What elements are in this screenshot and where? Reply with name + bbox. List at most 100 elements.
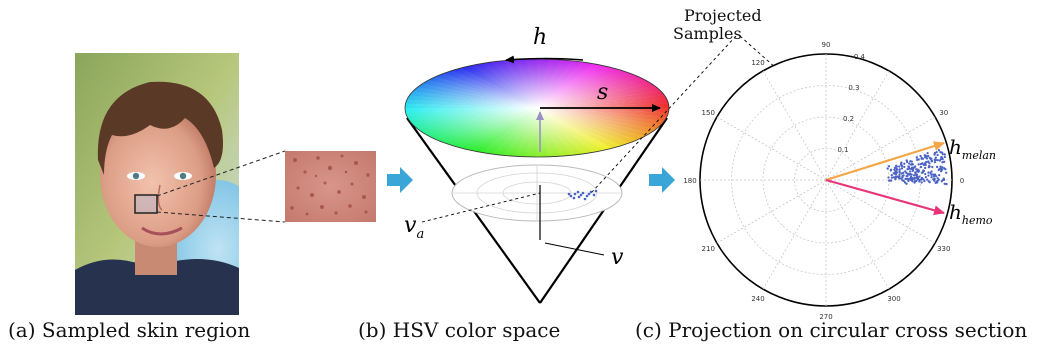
sample-point [941, 166, 944, 169]
sample-point [913, 176, 916, 180]
sample-point [919, 162, 923, 166]
sample-point [937, 149, 941, 152]
sample-point [918, 175, 921, 178]
caption-b: (b) HSV color space [358, 318, 561, 342]
hemo-arrow [825, 178, 945, 216]
sample-point [903, 165, 906, 169]
sample-point [933, 153, 936, 156]
sample-point [908, 167, 912, 170]
sample-point [894, 176, 897, 179]
sample-point [945, 182, 948, 186]
sample-point [929, 171, 932, 175]
angle-tick-label: 120 [751, 59, 764, 67]
caption-c: (c) Projection on circular cross section [635, 318, 1028, 342]
sample-point [904, 170, 907, 173]
angle-tick-label: 330 [937, 245, 950, 253]
sample-point [927, 174, 930, 177]
sample-point [903, 181, 907, 184]
sample-point [886, 167, 889, 170]
sample-point [915, 173, 919, 176]
sample-point [933, 178, 936, 181]
sample-point [935, 165, 939, 169]
sample-point [933, 160, 937, 164]
sample-point [900, 167, 904, 170]
label-h-melan: hmelan [949, 135, 996, 162]
sample-point [916, 158, 919, 161]
sample-point [911, 163, 914, 166]
sample-point [927, 164, 931, 168]
arrow-b-to-c [649, 167, 675, 193]
sample-point [893, 171, 897, 174]
angle-tick-label: 210 [702, 245, 715, 253]
sample-point [893, 168, 896, 171]
sample-point [923, 163, 926, 167]
sample-point [931, 165, 934, 169]
sample-point [917, 163, 920, 166]
sample-point [890, 173, 893, 177]
projected-samples [886, 149, 948, 186]
sample-point [927, 160, 930, 163]
sample-point [936, 158, 939, 162]
sample-point [941, 161, 944, 164]
sample-point [902, 179, 905, 182]
sample-point [945, 171, 948, 174]
sample-point [935, 151, 938, 154]
sample-point [898, 177, 901, 180]
sample-point [909, 170, 912, 173]
sample-point [921, 157, 925, 160]
sample-point [911, 169, 914, 173]
sample-point [932, 175, 936, 178]
sample-point [943, 167, 946, 170]
angle-tick-label: 90 [822, 41, 831, 49]
sample-point [926, 178, 929, 181]
radial-tick-label: 0.2 [843, 115, 854, 123]
sample-point [937, 173, 941, 177]
sample-point [926, 151, 929, 155]
sample-point [898, 173, 901, 177]
sample-point [922, 169, 926, 173]
sample-point [914, 179, 917, 182]
sample-point [900, 177, 903, 180]
sample-point [916, 178, 920, 181]
sample-point [898, 170, 901, 173]
sample-point [900, 161, 903, 164]
angle-tick-label: 30 [939, 109, 948, 117]
sample-point [890, 176, 894, 179]
caption-a: (a) Sampled skin region [8, 318, 251, 342]
sample-point [915, 156, 918, 159]
sample-point [937, 168, 940, 172]
sample-point [889, 179, 892, 182]
sample-point [893, 166, 897, 169]
sample-point [923, 180, 926, 183]
sample-point [889, 168, 893, 171]
sample-point [934, 156, 938, 159]
angle-tick-label: 0 [960, 177, 964, 185]
sample-point [901, 174, 904, 178]
sample-point [928, 162, 931, 165]
sample-point [942, 160, 946, 163]
sample-point [941, 158, 944, 161]
angle-tick-label: 270 [819, 313, 832, 321]
sample-point [907, 162, 911, 165]
sample-point [930, 175, 933, 179]
sample-point [924, 156, 927, 159]
panel-a [75, 53, 376, 315]
sample-point [912, 174, 916, 177]
sample-point [939, 165, 942, 168]
sample-point [919, 165, 923, 169]
angle-tick-label: 150 [702, 109, 715, 117]
sample-point [905, 159, 908, 162]
sample-point [907, 165, 910, 168]
sample-region-box [134, 194, 158, 214]
sample-point [927, 154, 930, 158]
sample-point [919, 154, 922, 158]
sample-point [931, 173, 935, 176]
label-va: va [404, 213, 424, 242]
sample-point [898, 168, 901, 171]
sample-point [923, 154, 926, 157]
sample-point [934, 158, 937, 162]
cross-section-samples [567, 189, 598, 201]
sample-point [941, 153, 944, 156]
sample-point [923, 166, 927, 170]
sample-point [895, 167, 898, 170]
